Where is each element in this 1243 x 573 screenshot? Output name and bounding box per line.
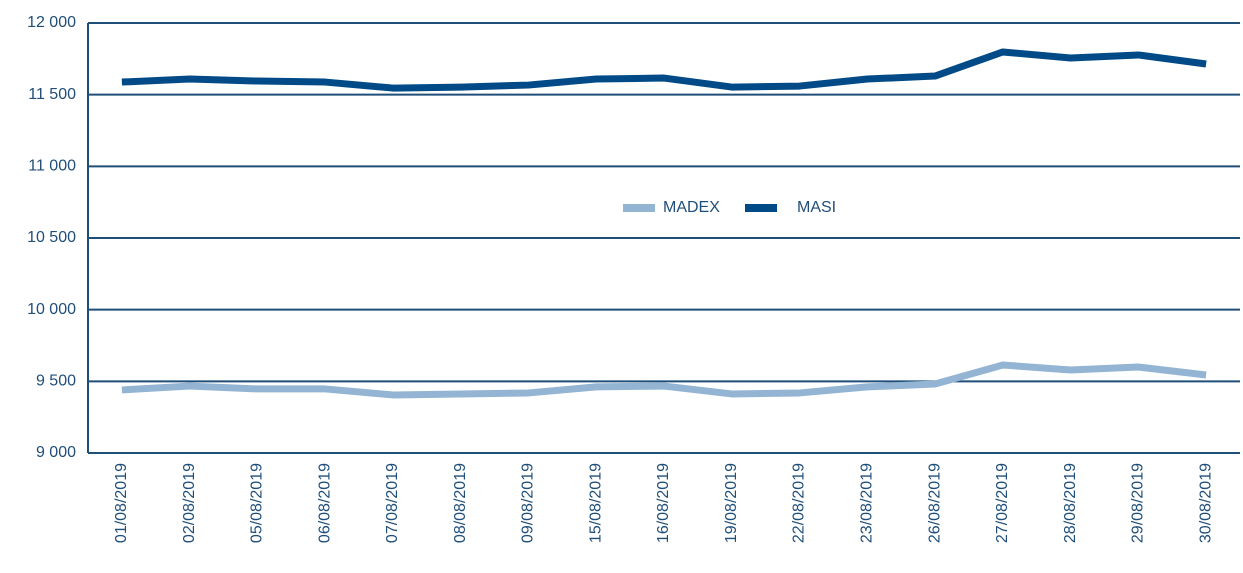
y-tick-label: 10 500 [27, 229, 76, 246]
legend-swatch [623, 204, 655, 212]
x-tick-label: 26/08/2019 [926, 463, 943, 543]
x-tick-label: 22/08/2019 [791, 463, 808, 543]
x-tick-label: 09/08/2019 [520, 463, 537, 543]
legend-label: MASI [797, 199, 836, 216]
x-tick-label: 02/08/2019 [181, 463, 198, 543]
line-series [121, 48, 1207, 92]
x-tick-label: 27/08/2019 [994, 463, 1011, 543]
x-tick-label: 05/08/2019 [249, 463, 266, 543]
x-tick-label: 06/08/2019 [316, 463, 333, 543]
x-tick-label: 28/08/2019 [1062, 463, 1079, 543]
x-tick-label: 01/08/2019 [113, 463, 130, 543]
x-tick-label: 23/08/2019 [859, 463, 876, 543]
x-tick-label: 16/08/2019 [655, 463, 672, 543]
y-tick-label: 11 000 [28, 158, 76, 175]
y-tick-label: 11 500 [28, 86, 76, 103]
x-tick-label: 19/08/2019 [723, 463, 740, 543]
y-tick-label: 9 000 [36, 444, 76, 461]
x-tick-label: 29/08/2019 [1130, 463, 1147, 543]
y-tick-label: 10 000 [27, 301, 76, 318]
x-tick-label: 30/08/2019 [1197, 463, 1214, 543]
x-tick-label: 15/08/2019 [587, 463, 604, 543]
x-tick-label: 07/08/2019 [384, 463, 401, 543]
y-tick-label: 12 000 [27, 14, 76, 31]
x-tick-label: 08/08/2019 [452, 463, 469, 543]
legend-swatch [745, 204, 777, 212]
legend-label: MADEX [663, 199, 720, 216]
line-series [121, 361, 1207, 399]
y-tick-label: 9 500 [36, 373, 76, 390]
